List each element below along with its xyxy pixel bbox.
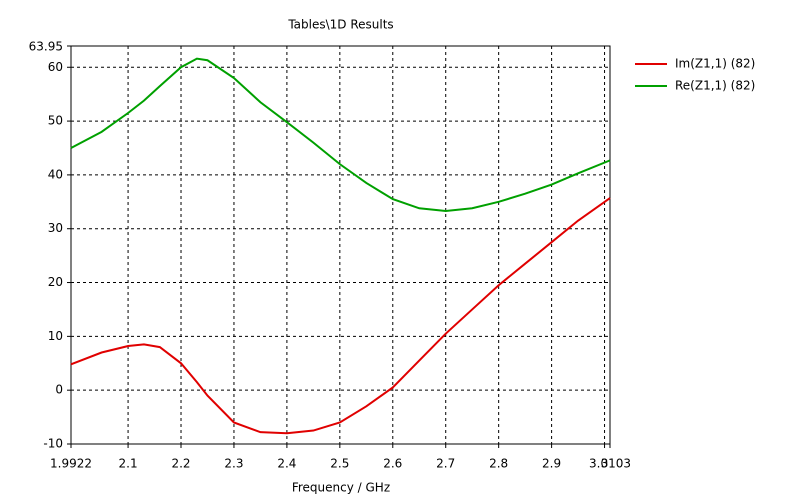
y-tick-label: 50 — [48, 114, 63, 128]
y-tick-label: 40 — [48, 167, 63, 181]
x-tick-label: 2.7 — [436, 457, 455, 471]
x-tick-label: 3.0103 — [589, 457, 631, 471]
y-tick-label: 10 — [48, 329, 63, 343]
series-line — [70, 57, 611, 212]
x-tick-label: 2.8 — [489, 457, 508, 471]
y-tick-label: 20 — [48, 275, 63, 289]
x-axis-label: Frequency / GHz — [292, 481, 390, 495]
x-tick-label: 2.9 — [542, 457, 561, 471]
x-tick-label: 2.5 — [330, 457, 349, 471]
x-tick-label: 2.6 — [383, 457, 402, 471]
plot-frame — [70, 45, 611, 445]
y-tick-label: 30 — [48, 221, 63, 235]
y-tick-label: 0 — [55, 383, 63, 397]
series-line — [70, 197, 611, 435]
legend-label: Re(Z1,1) (82) — [675, 79, 755, 93]
x-tick-label: 1.9922 — [50, 457, 92, 471]
x-tick-label: 3 — [601, 457, 609, 471]
legend-label: Im(Z1,1) (82) — [675, 57, 755, 71]
y-tick-label: 63.95 — [29, 40, 63, 54]
x-tick-label: 2.4 — [277, 457, 296, 471]
x-tick-label: 2.3 — [224, 457, 243, 471]
y-tick-label: 60 — [48, 60, 63, 74]
x-tick-label: 2.1 — [119, 457, 138, 471]
y-tick-label: -10 — [43, 437, 63, 451]
x-tick-label: 2.2 — [171, 457, 190, 471]
chart-title: Tables\1D Results — [287, 18, 393, 32]
